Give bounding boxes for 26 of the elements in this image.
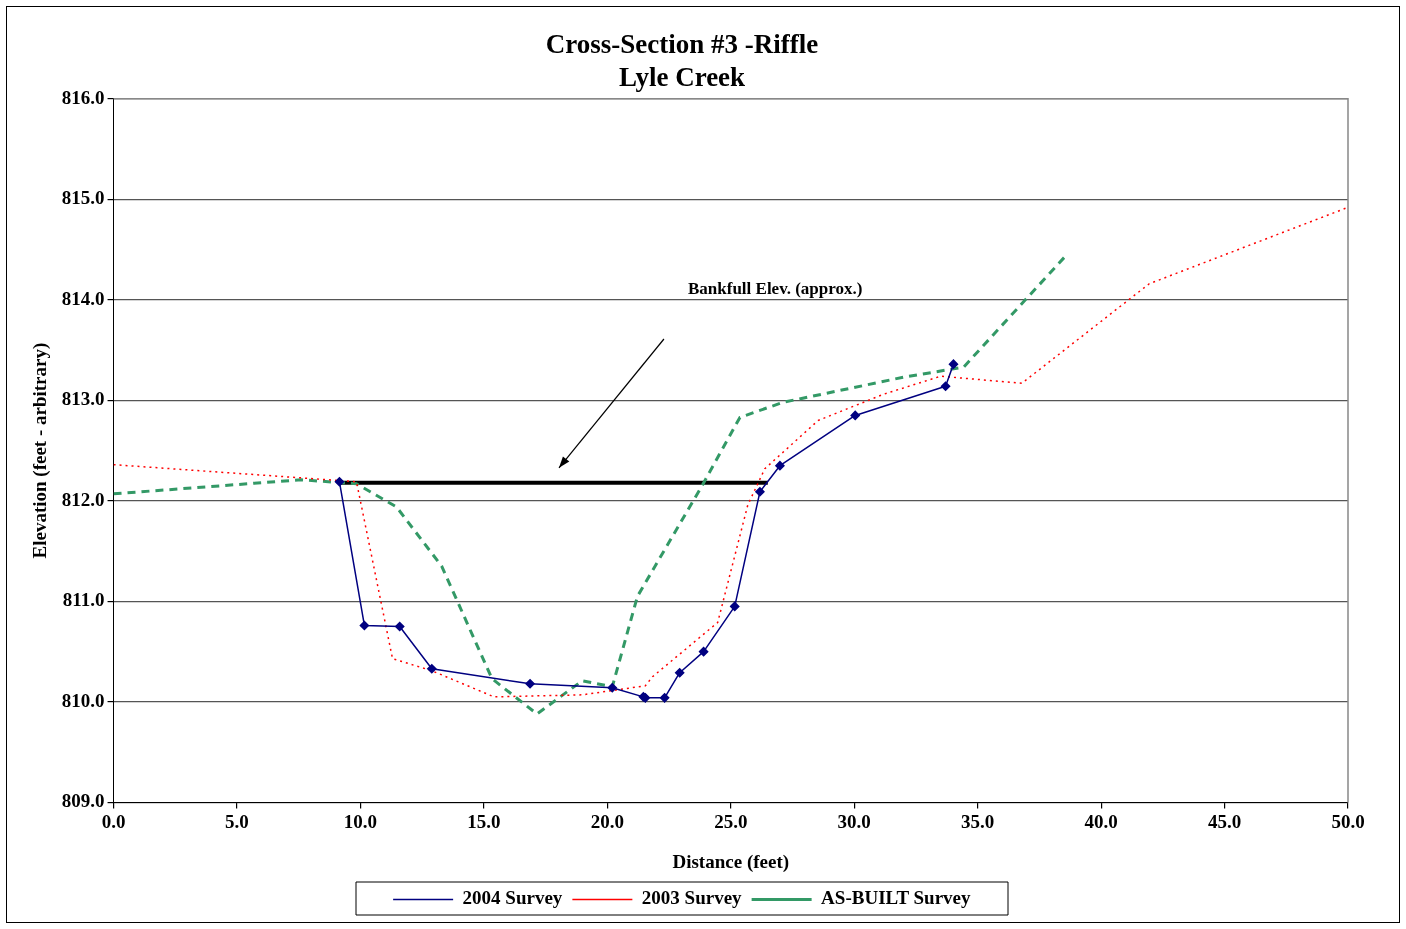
x-tick-label: 5.0 bbox=[225, 810, 249, 832]
legend-label: AS-BUILT Survey bbox=[821, 887, 972, 909]
y-tick-label: 811.0 bbox=[62, 589, 105, 611]
y-tick-label: 814.0 bbox=[61, 287, 105, 309]
y-tick-label: 813.0 bbox=[61, 388, 105, 410]
legend-label: 2004 Survey bbox=[462, 887, 563, 909]
x-tick-label: 50.0 bbox=[1331, 810, 1365, 832]
y-tick-label: 809.0 bbox=[61, 790, 105, 812]
y-tick-label: 812.0 bbox=[61, 488, 105, 510]
legend-label: 2003 Survey bbox=[641, 887, 743, 909]
x-axis-title: Distance (feet) bbox=[672, 850, 790, 873]
x-tick-label: 10.0 bbox=[343, 810, 378, 832]
annotation: Bankfull Elev. (approx.) bbox=[687, 279, 863, 300]
x-tick-label: 15.0 bbox=[467, 810, 501, 832]
chart-title: Cross-Section #3 -Riffle Lyle Creek bbox=[545, 29, 819, 92]
y-tick-label: 815.0 bbox=[61, 187, 105, 209]
x-tick-label: 20.0 bbox=[590, 810, 624, 832]
x-tick-label: 35.0 bbox=[961, 810, 995, 832]
y-axis-title: Elevation (feet - arbitrary) bbox=[29, 342, 52, 559]
y-tick-label: 816.0 bbox=[61, 86, 105, 108]
x-tick-label: 25.0 bbox=[714, 810, 748, 832]
x-tick-label: 45.0 bbox=[1207, 810, 1242, 832]
x-tick-label: 0.0 bbox=[101, 810, 126, 832]
x-tick-label: 40.0 bbox=[1084, 810, 1118, 832]
x-tick-label: 30.0 bbox=[837, 810, 871, 832]
y-tick-label: 810.0 bbox=[61, 689, 105, 711]
